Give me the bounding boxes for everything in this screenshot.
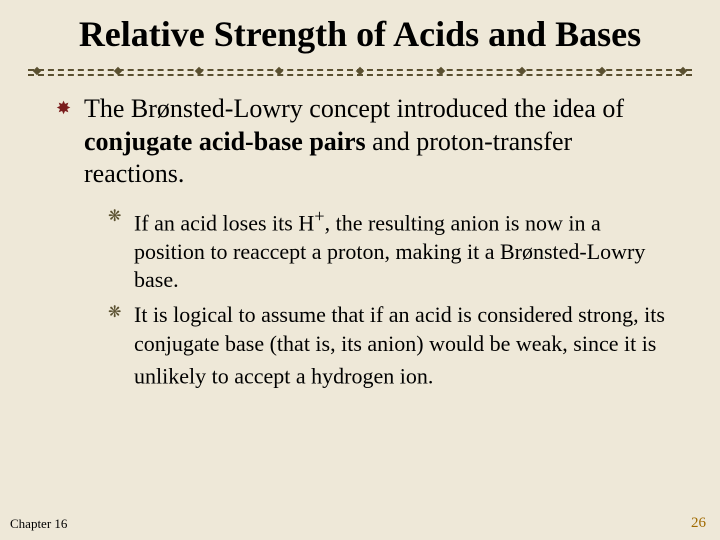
divider-diamonds <box>28 68 692 76</box>
slide-title: Relative Strength of Acids and Bases <box>0 0 720 63</box>
footer-page-number: 26 <box>691 515 706 532</box>
title-divider <box>28 69 692 75</box>
bullet-level2-group: ❋ If an acid loses its H+, the resulting… <box>44 205 676 391</box>
bullet-level2: ❋ If an acid loses its H+, the resulting… <box>108 205 676 295</box>
bullet-level2-sup: + <box>314 206 324 226</box>
bullet-level1: ✸ The Brønsted-Lowry concept introduced … <box>44 93 676 191</box>
starburst-icon: ✸ <box>56 99 71 117</box>
bullet-level2: ❋ It is logical to assume that if an aci… <box>108 301 676 391</box>
burst-icon: ❋ <box>108 209 121 225</box>
bullet-level1-text-a: The Brønsted-Lowry concept introduced th… <box>84 94 624 123</box>
slide-body: ✸ The Brønsted-Lowry concept introduced … <box>0 93 720 391</box>
footer-chapter: Chapter 16 <box>10 516 67 532</box>
bullet-level2-pre: If an acid loses its H <box>134 210 314 235</box>
burst-icon: ❋ <box>108 305 121 321</box>
bullet-level1-text-bold: conjugate acid-base pairs <box>84 127 366 156</box>
bullet-level2-pre: It is logical to assume that if an acid … <box>134 302 665 389</box>
